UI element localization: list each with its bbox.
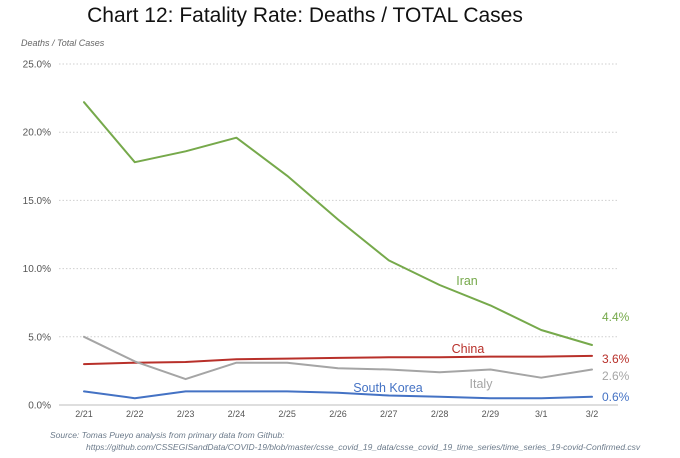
end-value-label-south-korea: 0.6% (602, 390, 630, 404)
series-line-china (83, 354, 593, 366)
x-tick-label: 3/1 (535, 409, 548, 419)
x-tick-label: 2/21 (75, 409, 93, 419)
source-note: Source: Tomas Pueyo analysis from primar… (50, 429, 640, 453)
y-tick-label: 20.0% (23, 128, 51, 139)
y-tick-label: 25.0% (23, 60, 51, 71)
x-tick-label: 2/27 (380, 409, 398, 419)
series-label-iran: Iran (456, 274, 478, 288)
x-tick-label: 2/29 (482, 409, 500, 419)
chart-title-text: Chart 12: Fatality Rate: Deaths / TOTAL … (87, 4, 523, 27)
y-tick-label: 10.0% (23, 264, 51, 275)
x-tick-label: 2/25 (278, 409, 296, 419)
series-line-iran (83, 101, 593, 346)
x-tick-label: 2/24 (228, 409, 246, 419)
chart-title: Chart 12: Fatality Rate: Deaths / TOTAL … (0, 4, 680, 28)
series-line-italy (83, 335, 593, 381)
x-tick-label: 2/26 (329, 409, 347, 419)
y-tick-label: 15.0% (23, 196, 51, 207)
series-label-italy: Italy (470, 377, 494, 391)
x-tick-label: 3/2 (586, 409, 599, 419)
series-label-china: China (452, 342, 485, 356)
y-tick-label: 0.0% (28, 401, 51, 412)
end-value-label-china: 3.6% (602, 352, 630, 366)
end-value-label-italy: 2.6% (602, 369, 630, 383)
x-tick-label: 2/22 (126, 409, 144, 419)
x-tick-label: 2/23 (177, 409, 195, 419)
y-tick-label: 5.0% (28, 332, 51, 343)
series-label-south-korea: South Korea (353, 381, 423, 395)
source-line-1: Source: Tomas Pueyo analysis from primar… (50, 430, 285, 440)
y-axis-label: Deaths / Total Cases (21, 38, 105, 48)
source-line-2: https://github.com/CSSEGISandData/COVID-… (86, 442, 641, 452)
x-tick-label: 2/28 (431, 409, 449, 419)
end-value-label-iran: 4.4% (602, 310, 630, 324)
series-line-south-korea (83, 390, 593, 400)
